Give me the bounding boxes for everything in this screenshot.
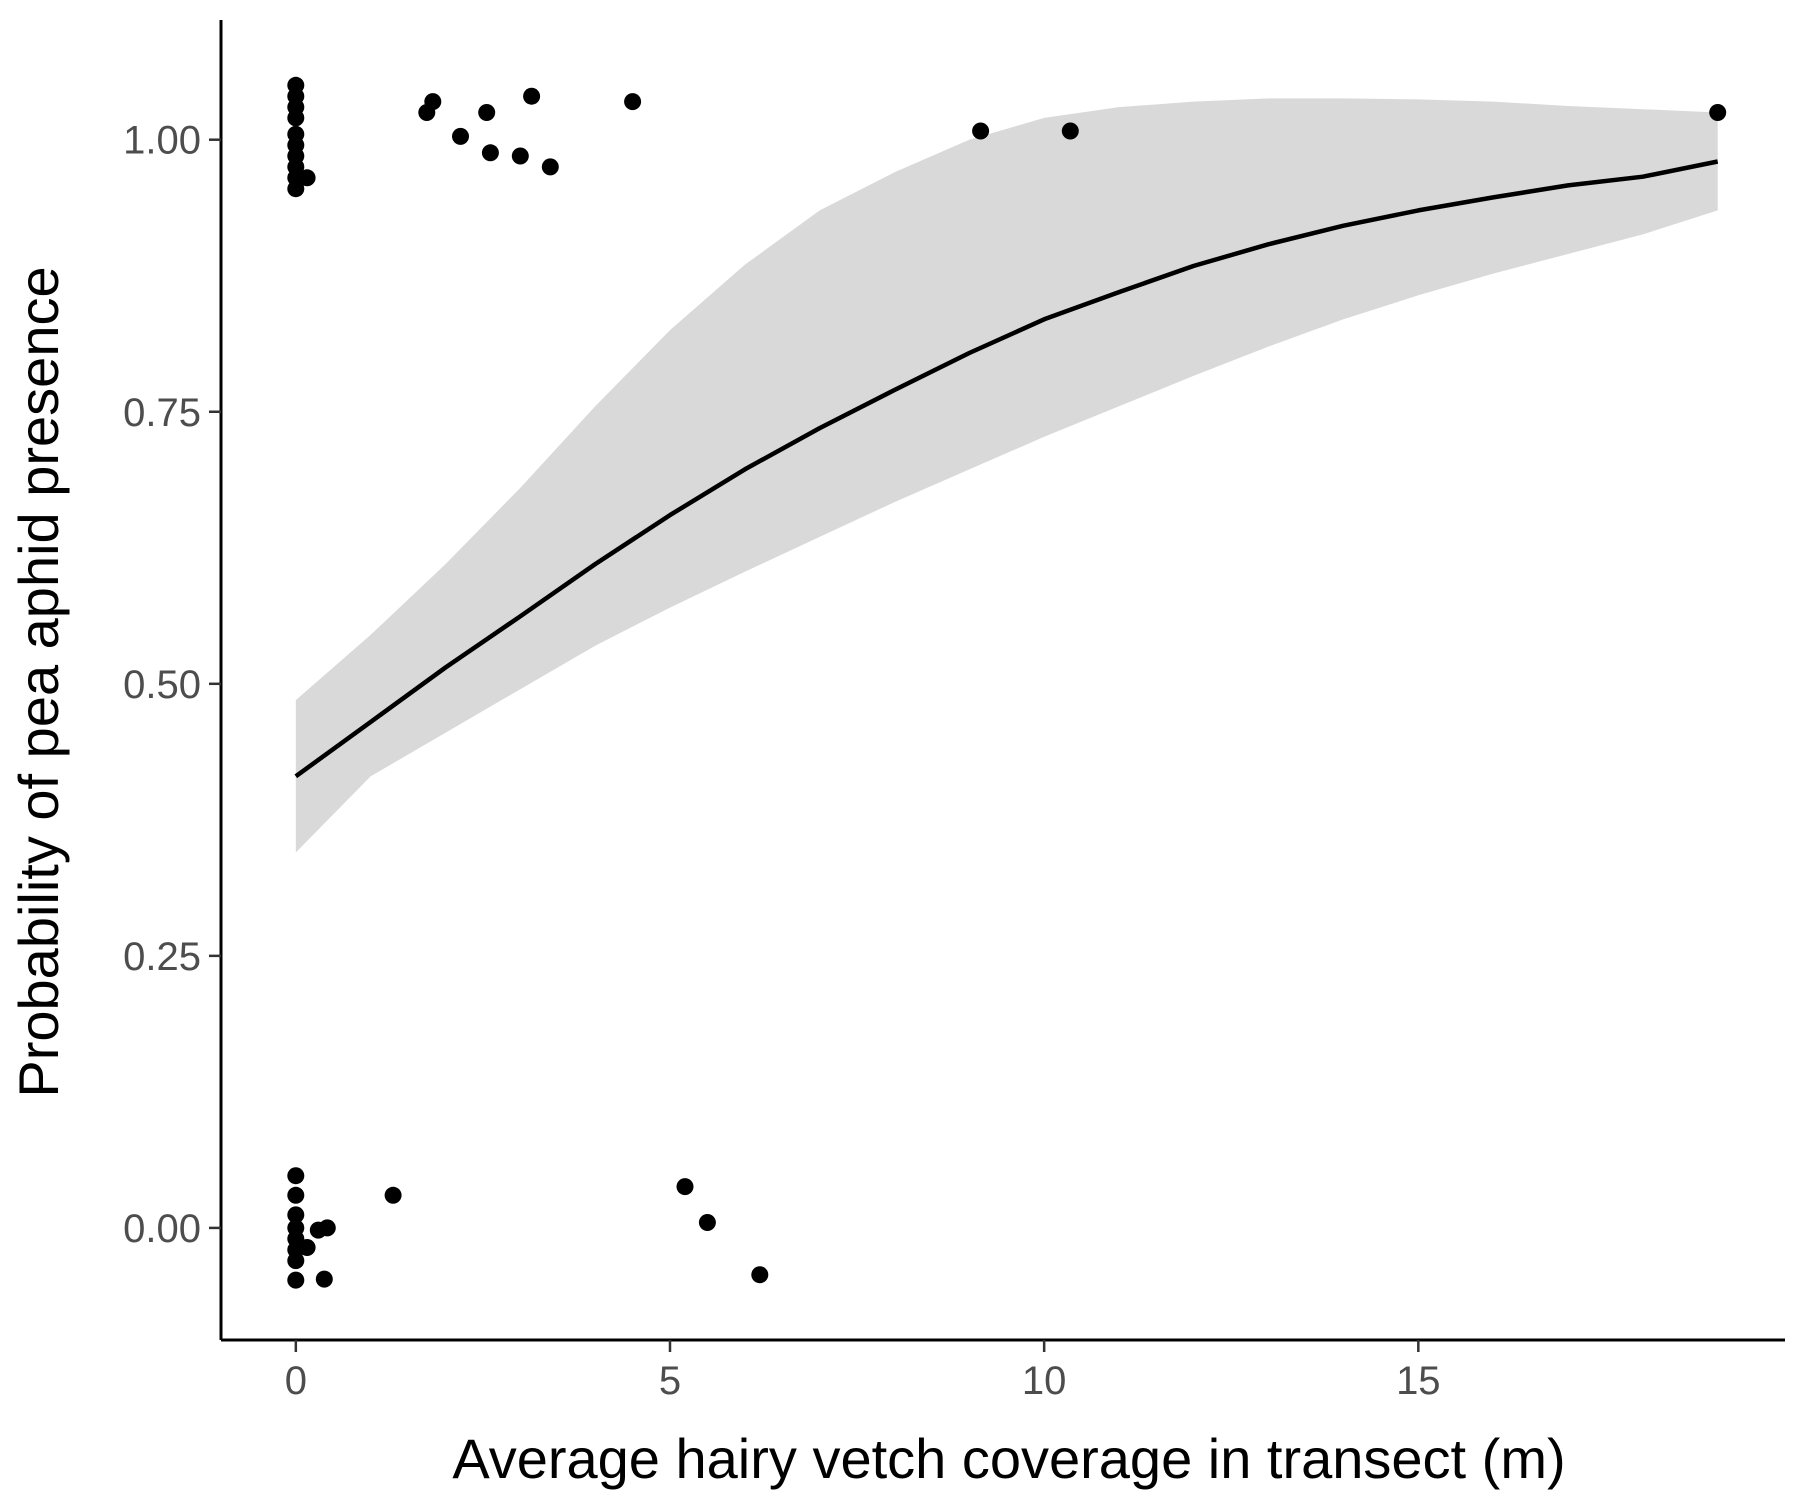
data-point xyxy=(287,109,305,127)
data-point xyxy=(315,1270,333,1288)
data-point xyxy=(698,1214,716,1231)
x-tick-label: 0 xyxy=(285,1359,307,1403)
ticks-layer: 0 5 10 15 0.00 0.25 0.50 0.75 1.00 xyxy=(123,119,1440,1403)
data-point xyxy=(452,127,469,145)
x-tick-label: 10 xyxy=(1022,1359,1067,1403)
x-axis-title: Average hairy vetch coverage in transect… xyxy=(452,1427,1565,1490)
data-point xyxy=(481,144,499,162)
y-tick-label: 0.00 xyxy=(123,1207,201,1251)
data-point xyxy=(287,1252,305,1270)
y-tick-label: 1.00 xyxy=(123,119,201,163)
y-axis-title: Probability of pea aphid presence xyxy=(7,266,70,1097)
data-point xyxy=(478,104,496,121)
data-point xyxy=(1061,122,1079,140)
data-point xyxy=(287,1167,305,1185)
data-point xyxy=(624,93,642,111)
data-point xyxy=(318,1219,336,1237)
fit-line xyxy=(294,159,1719,779)
data-point xyxy=(541,158,559,176)
data-point xyxy=(287,1206,305,1224)
scatter-points-layer xyxy=(287,76,1727,1289)
data-point xyxy=(676,1178,694,1196)
data-point xyxy=(287,1186,305,1204)
y-tick-label: 0.25 xyxy=(123,935,201,979)
data-point xyxy=(384,1186,402,1204)
data-point xyxy=(287,1271,305,1289)
axes-layer xyxy=(219,20,1785,1342)
x-tick-label: 15 xyxy=(1396,1359,1441,1403)
data-point xyxy=(972,122,990,140)
data-point xyxy=(523,87,541,105)
data-point xyxy=(511,147,529,165)
y-tick-label: 0.50 xyxy=(123,663,201,707)
confidence-band xyxy=(295,98,1718,853)
fit-line-layer xyxy=(294,159,1719,779)
confidence-band-layer xyxy=(295,98,1718,853)
data-point xyxy=(424,93,442,111)
data-point xyxy=(1709,104,1727,121)
data-point xyxy=(298,1239,316,1256)
x-tick-label: 5 xyxy=(659,1359,681,1403)
data-point xyxy=(751,1266,769,1284)
data-point xyxy=(298,169,316,187)
y-tick-label: 0.75 xyxy=(123,391,201,435)
data-point xyxy=(287,180,305,198)
